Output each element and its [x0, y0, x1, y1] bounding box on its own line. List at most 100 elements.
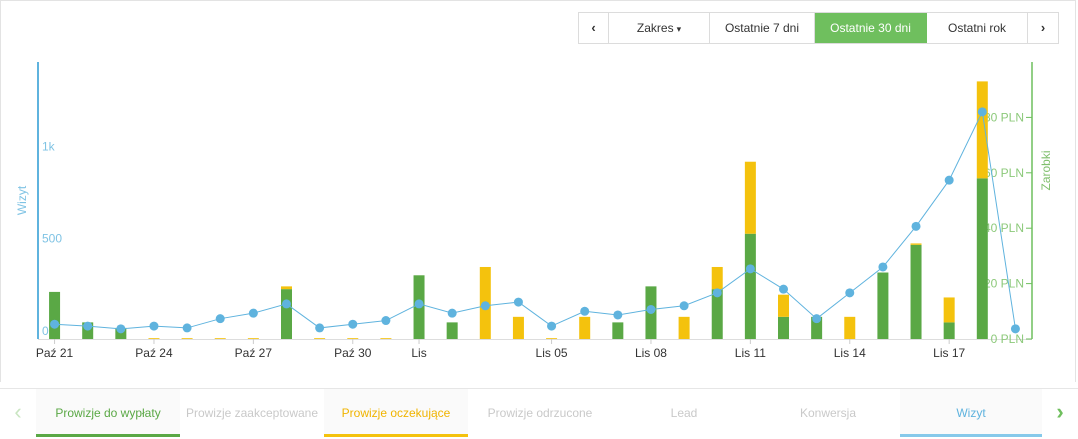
last-year-button[interactable]: Ostatni rok [927, 13, 1028, 43]
bar-pending [181, 338, 193, 339]
bar-payable [976, 178, 988, 339]
bar-pending [844, 316, 856, 339]
y-right-axis-title: Zarobki [1039, 150, 1053, 190]
bar-pending [910, 243, 922, 245]
visits-point [845, 288, 855, 298]
visits-point [248, 308, 258, 318]
bar-payable [281, 289, 292, 339]
visits-point [83, 321, 93, 331]
bar-pending [247, 338, 259, 339]
chevron-left-icon[interactable]: ‹ [14, 399, 22, 424]
bar-payable [811, 316, 823, 339]
visits-point [745, 264, 755, 274]
y-left-tick-label: 500 [42, 232, 62, 246]
visits-line [54, 110, 1016, 330]
bar-payable [711, 289, 723, 339]
tab-pending-commissions[interactable]: Prowizje oczekujące [324, 389, 468, 437]
chart-panel [0, 0, 1076, 382]
tab-rejected-commissions[interactable]: Prowizje odrzucone [487, 406, 593, 420]
bar-pending [314, 338, 326, 339]
chevron-right-icon[interactable]: › [1056, 399, 1064, 424]
bar-pending [943, 297, 955, 323]
x-tick-label: Paź 30 [334, 346, 372, 360]
bar-pending [214, 338, 226, 339]
earnings-visits-chart: 0 500 1k Wizyt 0 PLN 20 PLN 40 PLN 60 PLN 80 PLN… [15, 62, 1053, 360]
bar-pending [148, 338, 160, 339]
caret-down-icon: ▾ [676, 24, 682, 34]
visits-point [977, 107, 987, 117]
bar-payable [115, 327, 127, 339]
bar-payable [910, 244, 922, 339]
y-right-tick-label: 0 PLN [991, 332, 1024, 346]
y-left-tick-label: 1k [42, 139, 56, 153]
tab-lead[interactable]: Lead [670, 406, 698, 420]
y-left-axis-title: Wizyt [15, 185, 29, 215]
bar-pending [579, 316, 591, 339]
visits-point [646, 304, 656, 314]
bar-pending [778, 294, 789, 317]
bar-pending [347, 338, 359, 339]
visits-point [480, 301, 490, 311]
visits-point [779, 284, 788, 294]
y-right-tick-label: 80 PLN [984, 110, 1024, 124]
y-right-tick-label: 60 PLN [984, 166, 1024, 180]
range-dropdown-label: Zakres [636, 21, 674, 35]
bar-pending [678, 316, 690, 339]
visits-point [580, 306, 590, 316]
y-right-tick-label: 20 PLN [984, 277, 1024, 291]
visits-point [911, 221, 921, 231]
visits-point [149, 321, 159, 331]
tab-payable-commissions[interactable]: Prowizje do wypłaty [36, 389, 180, 437]
visits-point [712, 288, 722, 298]
x-tick-label: Lis 05 [536, 346, 568, 360]
next-range-button[interactable]: › [1040, 20, 1046, 35]
visits-point [547, 321, 557, 331]
bar-pending [512, 316, 524, 339]
tab-visits[interactable]: Wizyt [900, 389, 1042, 437]
x-tick-label: Paź 27 [235, 346, 273, 360]
bar-pending [281, 286, 292, 290]
visits-point [944, 175, 954, 185]
bar-pending [744, 161, 756, 234]
visits-point [447, 308, 457, 318]
visits-point [414, 299, 424, 309]
date-range-toolbar: ‹ Zakres ▾ Ostatnie 7 dni Ostatnie 30 dni… [578, 12, 1059, 44]
bar-payable [778, 316, 789, 339]
visits-point [1010, 324, 1020, 334]
tab-conversion[interactable]: Konwersja [799, 406, 857, 420]
visits-point [315, 323, 325, 333]
x-tick-label: Lis 17 [933, 346, 965, 360]
bar-payable [943, 322, 955, 339]
bar-payable [877, 272, 889, 339]
range-dropdown[interactable]: Zakres ▾ [609, 13, 710, 43]
visits-point [348, 319, 358, 329]
bar-pending [976, 81, 988, 179]
series-tabs: ‹ Prowizje do wypłaty Prowizje zaakcepto… [0, 388, 1078, 438]
visits-point [613, 310, 623, 320]
last-7-days-button[interactable]: Ostatnie 7 dni [710, 13, 815, 43]
x-tick-label: Lis 08 [635, 346, 667, 360]
y-right-tick-label: 40 PLN [984, 221, 1024, 235]
last-30-days-button[interactable]: Ostatnie 30 dni [815, 13, 927, 43]
bar-payable [446, 322, 458, 339]
x-tick-label: Paź 21 [36, 346, 74, 360]
visits-point [282, 299, 291, 309]
bar-payable [612, 322, 624, 339]
bar-pending [380, 338, 392, 339]
y-left-tick-label: 0 [42, 324, 49, 338]
bar-payable [49, 291, 61, 339]
visits-point [812, 314, 822, 324]
bar-payable [82, 322, 94, 339]
bar-pending [546, 338, 558, 339]
visits-point [182, 323, 192, 333]
x-tick-label: Paź 24 [135, 346, 173, 360]
x-tick-label: Lis 11 [735, 346, 766, 360]
visits-point [116, 324, 126, 334]
tab-accepted-commissions[interactable]: Prowizje zaakceptowane [185, 406, 319, 420]
visits-point [513, 297, 523, 307]
bar-pending [711, 266, 723, 290]
previous-range-button[interactable]: ‹ [579, 13, 609, 43]
visits-point [381, 316, 391, 326]
visits-point [679, 301, 689, 311]
visits-point [215, 314, 225, 324]
